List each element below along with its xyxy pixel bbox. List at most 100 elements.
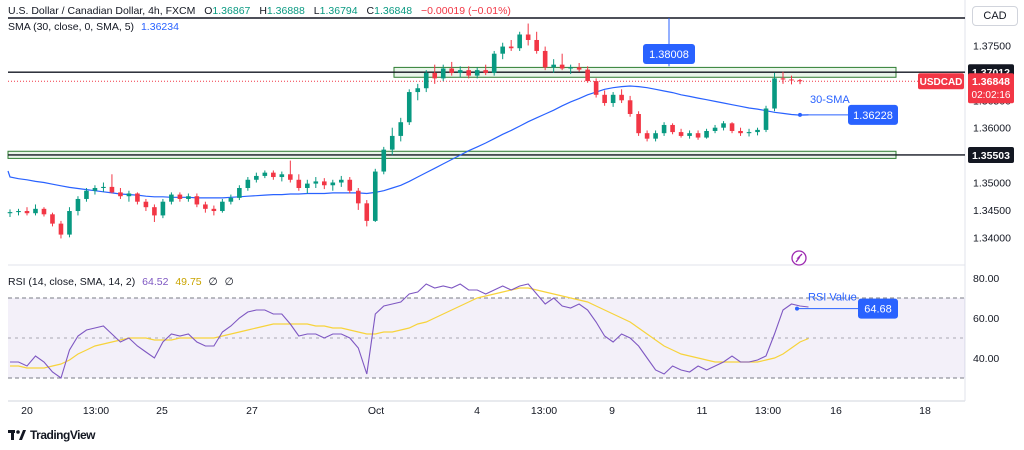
candle-body [423, 72, 429, 89]
candle-body [398, 122, 404, 136]
close-label: C [366, 5, 375, 17]
candle-body [347, 179, 353, 191]
time-tick-label: 13:00 [83, 405, 109, 417]
levels-layer [8, 17, 965, 156]
candle-body [305, 183, 310, 188]
rsi-legend[interactable]: RSI (14, close, SMA, 14, 2) 64.52 49.75 … [8, 276, 234, 288]
candle-body [653, 133, 658, 139]
indicator-icon-circle [791, 250, 807, 266]
time-tick-label: 4 [474, 405, 480, 417]
candle-body [279, 174, 285, 178]
time-tick-label: Oct [368, 405, 384, 417]
candle-body [296, 179, 302, 188]
candle-body [525, 34, 531, 40]
candle-body [372, 171, 378, 221]
candle-body [593, 81, 599, 95]
candle-body [576, 67, 582, 70]
candle-body [262, 172, 268, 176]
candle-body [500, 46, 505, 54]
candle-body [288, 174, 293, 180]
candle-body [517, 34, 522, 49]
rsi-callout-label: 64.68 [864, 304, 892, 316]
candle-body [381, 149, 387, 172]
candle-body [271, 172, 276, 178]
candle-body [695, 133, 701, 138]
candle-body [58, 223, 64, 235]
open-value-group: O1.36867 [204, 5, 250, 17]
candle-body [50, 214, 55, 224]
tradingview-icon [8, 430, 26, 440]
price-tick-label: 1.34000 [973, 232, 1011, 244]
candle-body [440, 68, 446, 79]
sma-callout-label: 1.36228 [853, 110, 893, 122]
high-label: H [259, 5, 267, 17]
candle-body [245, 179, 251, 188]
candle-body [406, 92, 412, 123]
indicator-icon [791, 250, 807, 266]
candle-body [237, 187, 242, 198]
rsi-tick-label: 60.00 [973, 313, 999, 325]
candle-body [254, 175, 259, 180]
low-value: 1.36794 [319, 5, 358, 17]
candle-body [41, 208, 47, 215]
candle-body [322, 181, 327, 186]
candle-body [763, 108, 769, 130]
candle-body [687, 133, 692, 136]
sma-legend[interactable]: SMA (30, close, 0, SMA, 5) 1.36234 [8, 21, 179, 33]
symbol-title: U.S. Dollar / Canadian Dollar, 4h, FXCM [8, 5, 196, 17]
candle-body [491, 53, 497, 73]
rsi-tick-label: 80.00 [973, 273, 999, 285]
candle-body [483, 70, 488, 73]
change-value: −0.00019 (−0.01%) [421, 5, 511, 17]
candle-body [220, 201, 225, 212]
sma-callout-box [848, 104, 898, 125]
candle-body [661, 124, 667, 134]
candle-body [474, 70, 480, 76]
candle-body [415, 88, 421, 93]
symbol-tag-label: USDCAD [920, 77, 963, 88]
tradingview-logo[interactable]: TradingView [8, 428, 95, 442]
candle-body [627, 100, 633, 114]
candle-body [143, 201, 149, 208]
candle-body [610, 94, 616, 104]
countdown-label: 02:02:16 [972, 90, 1011, 101]
rsi-legend-label: RSI (14, close, SMA, 14, 2) [8, 276, 136, 288]
current-price-label: 1.36848 [972, 76, 1010, 88]
candle-body [704, 130, 709, 138]
candle-body [551, 64, 556, 68]
candle-body [746, 132, 752, 134]
candle-body [101, 186, 106, 188]
open-label: O [204, 5, 213, 17]
high-value-group: H1.36888 [259, 5, 305, 17]
candle-body [152, 207, 157, 216]
candles-layer [7, 23, 803, 239]
candle-body [160, 201, 166, 216]
header-ohlc-row: U.S. Dollar / Canadian Dollar, 4h, FXCM … [8, 5, 511, 17]
candle-body [135, 193, 140, 202]
candle-body [118, 192, 123, 197]
time-tick-label: 13:00 [755, 405, 781, 417]
price-tick-label: 1.34500 [973, 205, 1011, 217]
rsi-legend-value: 64.52 [142, 276, 169, 288]
candle-body [644, 133, 650, 139]
candle-body [568, 67, 573, 69]
candle-body [636, 113, 641, 134]
sma-annotation-label: 30-SMA [810, 94, 850, 106]
close-value-group: C1.36848 [367, 5, 413, 17]
candle-body [389, 135, 395, 150]
candle-body [355, 190, 361, 204]
candle-body [797, 80, 803, 82]
candle-body [729, 123, 735, 131]
candle-body [619, 94, 624, 101]
candle-body [755, 129, 760, 133]
candle-body [203, 204, 208, 209]
rsi-callout-box [858, 298, 898, 319]
candle-body [16, 211, 21, 213]
currency-button[interactable]: CAD [972, 6, 1018, 26]
time-tick-label: 25 [156, 405, 168, 417]
candle-body [194, 196, 200, 205]
candle-body [559, 64, 565, 69]
